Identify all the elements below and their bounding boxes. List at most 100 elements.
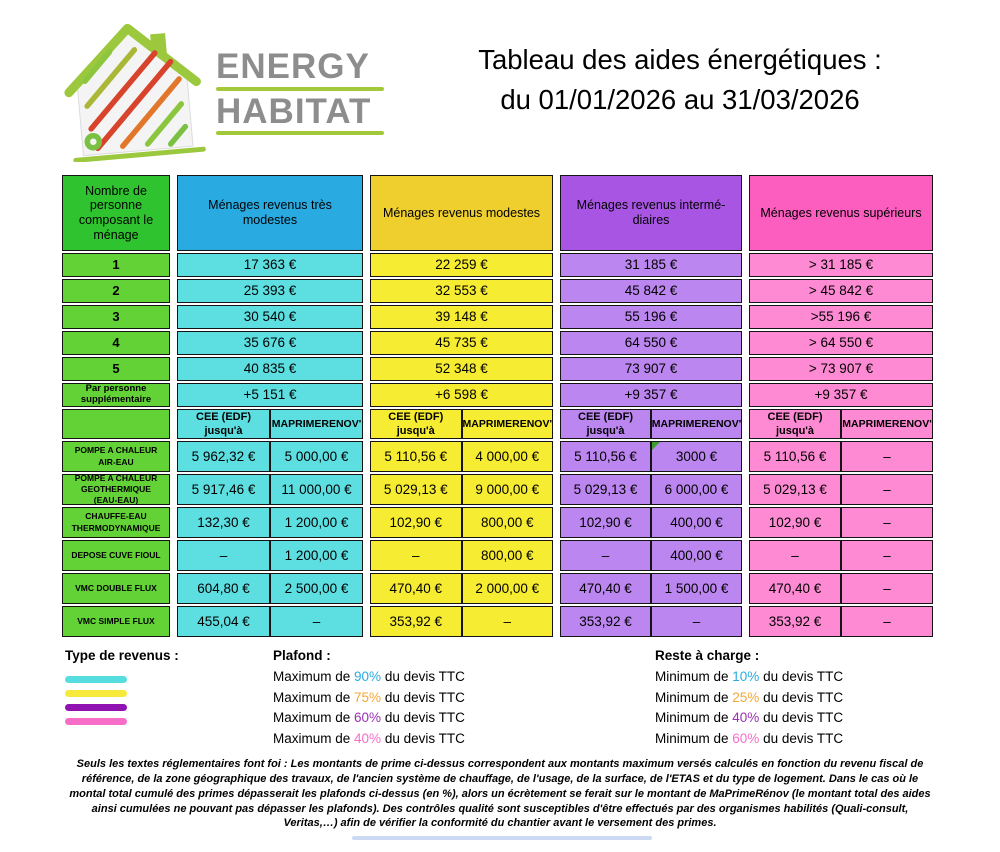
cee-amount: 102,90 €: [560, 507, 651, 538]
cee-amount: 5 029,13 €: [370, 474, 462, 505]
subheader-group-modestes: CEE (EDF) jusqu'à MAPRIMERENOV': [370, 409, 553, 439]
income-row: 3 30 540 € 39 148 € 55 196 € >55 196 €: [62, 305, 934, 329]
legend-reste-column: Reste à charge : Minimum de 10% du devis…: [655, 648, 937, 751]
income-row: 2 25 393 € 32 553 € 45 842 € > 45 842 €: [62, 279, 934, 303]
mpr-amount: –: [461, 606, 553, 637]
mpr-amount: 5 000,00 €: [270, 441, 363, 472]
income-threshold: > 64 550 €: [749, 331, 933, 355]
cee-amount: 132,30 €: [177, 507, 270, 538]
aid-values-intermediaires: 470,40 €1 500,00 €: [560, 573, 742, 604]
cee-edf-header: CEE (EDF) jusqu'à: [177, 409, 270, 439]
aid-values-superieurs: – –: [749, 540, 933, 571]
aid-type-label: DEPOSE CUVE FIOUL: [62, 540, 170, 571]
subheader-row: CEE (EDF) jusqu'à MAPRIMERENOV' CEE (EDF) …: [62, 409, 934, 439]
aid-values-modestes: 470,40 €2 000,00 €: [370, 573, 553, 604]
aid-values-modestes: 353,92 € –: [370, 606, 553, 637]
aid-type-label: POMPE A CHALEUR GEOTHERMIQUE (EAU-EAU): [62, 473, 170, 505]
cee-amount: –: [560, 540, 651, 571]
cee-amount: 5 029,13 €: [749, 474, 841, 505]
aid-values-superieurs: 5 029,13 € –: [749, 474, 933, 505]
aid-values-modestes: 102,90 €800,00 €: [370, 507, 553, 538]
cee-edf-header: CEE (EDF) jusqu'à: [749, 409, 841, 439]
income-row: 4 35 676 € 45 735 € 64 550 € > 64 550 €: [62, 331, 934, 355]
table-header-row: Nombre de personne composant le ménage Mé…: [62, 175, 934, 251]
mpr-amount: –: [651, 606, 742, 637]
percentage-value: 60%: [732, 730, 760, 746]
aid-values-intermediaires: 5 110,56 €3000 €: [560, 441, 742, 472]
mpr-amount: 400,00 €: [651, 507, 742, 538]
mpr-amount: 1 200,00 €: [270, 540, 363, 571]
cee-amount: 5 029,13 €: [560, 474, 651, 505]
aid-values-tres-modestes: 132,30 €1 200,00 €: [177, 507, 363, 538]
mpr-amount: 2 500,00 €: [270, 573, 363, 604]
household-size-label: 1: [62, 253, 170, 277]
reste-rule: Minimum de 60% du devis TTC: [655, 730, 844, 746]
subheader-group-superieurs: CEE (EDF) jusqu'à MAPRIMERENOV': [749, 409, 933, 439]
percentage-value: 60%: [354, 710, 382, 725]
aid-values-intermediaires: –400,00 €: [560, 540, 742, 571]
aid-values-tres-modestes: –1 200,00 €: [177, 540, 363, 571]
percentage-value: 90%: [354, 669, 382, 684]
income-threshold: 64 550 €: [560, 331, 742, 355]
aid-values-modestes: –800,00 €: [370, 540, 553, 571]
income-threshold: 22 259 €: [370, 253, 553, 277]
plafond-rule: Maximum de 75% du devis TTC: [273, 689, 465, 705]
page-title: Tableau des aides énergétiques : du 01/0…: [378, 40, 982, 120]
aid-values-modestes: 5 110,56 €4 000,00 €: [370, 441, 553, 472]
income-threshold: 25 393 €: [177, 279, 363, 303]
energy-habitat-logo: ENERGY HABITAT: [58, 20, 384, 167]
income-threshold: >55 196 €: [749, 305, 933, 329]
aid-values-tres-modestes: 5 917,46 €11 000,00 €: [177, 474, 363, 505]
cee-amount: 5 110,56 €: [370, 441, 462, 472]
logo-word-energy: ENERGY: [216, 46, 370, 86]
cell-note-marker: [652, 442, 660, 450]
aid-values-superieurs: 353,92 € –: [749, 606, 933, 637]
cee-amount: –: [177, 540, 270, 571]
page-title-line1: Tableau des aides énergétiques :: [478, 44, 882, 75]
income-row: 1 17 363 € 22 259 € 31 185 € > 31 185 €: [62, 253, 934, 277]
cee-amount: 470,40 €: [370, 573, 462, 604]
column-header-modestes: Ménages revenus modestes: [370, 175, 553, 251]
aid-values-superieurs: 5 110,56 € –: [749, 441, 933, 472]
cee-amount: 5 917,46 €: [177, 474, 270, 505]
household-size-label: Par personne supplémentaire: [62, 383, 170, 407]
aid-row: VMC DOUBLE FLUX 604,80 €2 500,00 €470,40 …: [62, 573, 934, 604]
reste-rule: Minimum de 40% du devis TTC: [655, 710, 844, 725]
maprimerenov-header: MAPRIMERENOV': [841, 409, 933, 439]
aid-table: Nombre de personne composant le ménage Mé…: [62, 175, 934, 637]
cee-amount: 604,80 €: [177, 573, 270, 604]
maprimerenov-header: MAPRIMERENOV': [461, 409, 553, 439]
logo-green-rule: [216, 131, 384, 136]
bottom-highlight-underline: [352, 836, 652, 840]
income-threshold: 45 735 €: [370, 331, 553, 355]
income-threshold: 45 842 €: [560, 279, 742, 303]
aid-row: CHAUFFE-EAU THERMODYNAMIQUE 132,30 €1 200…: [62, 507, 934, 538]
aid-type-label: POMPE A CHALEUR AIR-EAU: [62, 441, 170, 472]
income-threshold: +6 598 €: [370, 383, 553, 407]
income-threshold: +9 357 €: [560, 383, 742, 407]
income-threshold: 39 148 €: [370, 305, 553, 329]
aid-type-label: VMC SIMPLE FLUX: [62, 606, 170, 637]
income-threshold: > 31 185 €: [749, 253, 933, 277]
mpr-amount: –: [841, 507, 933, 538]
aid-row: DEPOSE CUVE FIOUL –1 200,00 € –800,00 € –40…: [62, 540, 934, 571]
logo-word-habitat: HABITAT: [216, 91, 372, 131]
aid-row: POMPE A CHALEUR GEOTHERMIQUE (EAU-EAU) 5 …: [62, 473, 934, 505]
maprimerenov-header: MAPRIMERENOV': [270, 409, 363, 439]
legend-plafond-column: Plafond : Maximum de 90% du devis TTC Max…: [273, 648, 655, 751]
column-header-intermediaires: Ménages revenus intermé- diaires: [560, 175, 742, 251]
income-category-swatch: [65, 690, 127, 697]
plafond-rule: Maximum de 40% du devis TTC: [273, 730, 465, 746]
column-header-menage: Nombre de personne composant le ménage: [62, 175, 170, 251]
mpr-amount: 4 000,00 €: [461, 441, 553, 472]
mpr-amount: 3000 €: [651, 441, 742, 472]
income-threshold: 17 363 €: [177, 253, 363, 277]
mpr-amount: 2 000,00 €: [461, 573, 553, 604]
logo-green-rule: [216, 86, 384, 91]
mpr-amount: –: [841, 540, 933, 571]
aid-type-label: CHAUFFE-EAU THERMODYNAMIQUE: [62, 507, 170, 538]
household-size-label: 3: [62, 305, 170, 329]
aid-row: POMPE A CHALEUR AIR-EAU 5 962,32 €5 000,0…: [62, 441, 934, 472]
household-size-label: 4: [62, 331, 170, 355]
cee-amount: –: [370, 540, 462, 571]
